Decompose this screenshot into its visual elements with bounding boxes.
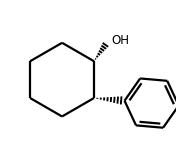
Text: OH: OH: [111, 34, 129, 47]
